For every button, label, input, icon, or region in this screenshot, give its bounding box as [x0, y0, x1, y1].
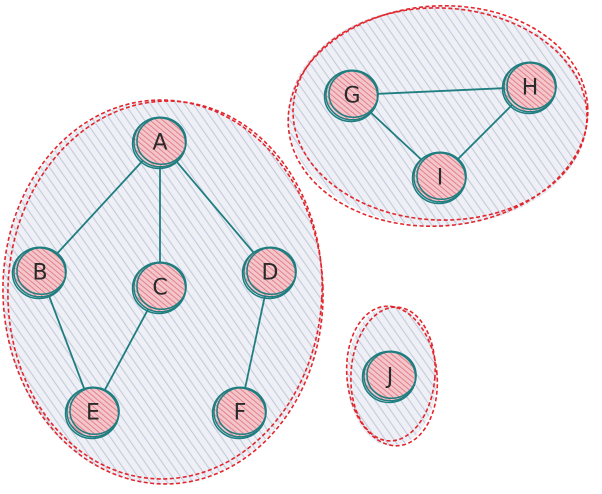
node-j: J — [361, 350, 417, 404]
node-f: F — [211, 386, 267, 440]
node-h: H — [501, 61, 557, 115]
node-ring — [323, 70, 379, 123]
node-fill — [415, 152, 465, 202]
node-ring — [11, 247, 67, 300]
node-fill — [215, 387, 265, 437]
node-fill — [135, 117, 185, 167]
node-a: A — [131, 116, 187, 170]
node-label: D — [262, 261, 279, 286]
edge-g-h — [375, 87, 507, 95]
node-label: A — [152, 131, 167, 156]
edge-a-d — [174, 159, 256, 255]
edge-d-f — [244, 294, 266, 390]
node-fill — [505, 62, 555, 112]
node-fill — [135, 262, 185, 312]
node-ring — [211, 387, 267, 440]
edge-b-e — [47, 293, 86, 391]
component-2-outline — [287, 4, 589, 228]
node-ring — [131, 262, 187, 315]
edge-g-i — [368, 110, 424, 162]
node-ring — [131, 117, 187, 170]
node-c: C — [131, 261, 187, 315]
node-e: E — [64, 386, 120, 440]
node-label: B — [32, 261, 47, 286]
node-label: I — [437, 166, 444, 191]
node-ring — [64, 387, 120, 440]
node-d: D — [241, 246, 297, 300]
node-i: I — [411, 151, 467, 205]
node-label: F — [234, 401, 247, 426]
node-ring — [501, 62, 557, 115]
edge-a-b — [55, 158, 145, 256]
node-fill — [327, 70, 377, 120]
node-label: E — [86, 401, 100, 426]
node-ring — [411, 152, 467, 205]
node-ring — [361, 351, 417, 404]
node-g: G — [323, 69, 379, 123]
node-fill — [68, 387, 118, 437]
node-label: C — [152, 276, 167, 301]
node-label: H — [522, 76, 539, 101]
edge-h-i — [456, 103, 514, 161]
edge-c-e — [103, 307, 150, 392]
edge-layer — [47, 87, 514, 392]
node-layer: A B C D E F G H I J — [11, 61, 557, 440]
node-fill — [245, 247, 295, 297]
node-b: B — [11, 246, 67, 300]
node-label: G — [343, 84, 360, 109]
node-ring — [241, 247, 297, 300]
node-label: J — [385, 365, 394, 390]
node-fill — [365, 351, 415, 401]
node-fill — [15, 247, 65, 297]
